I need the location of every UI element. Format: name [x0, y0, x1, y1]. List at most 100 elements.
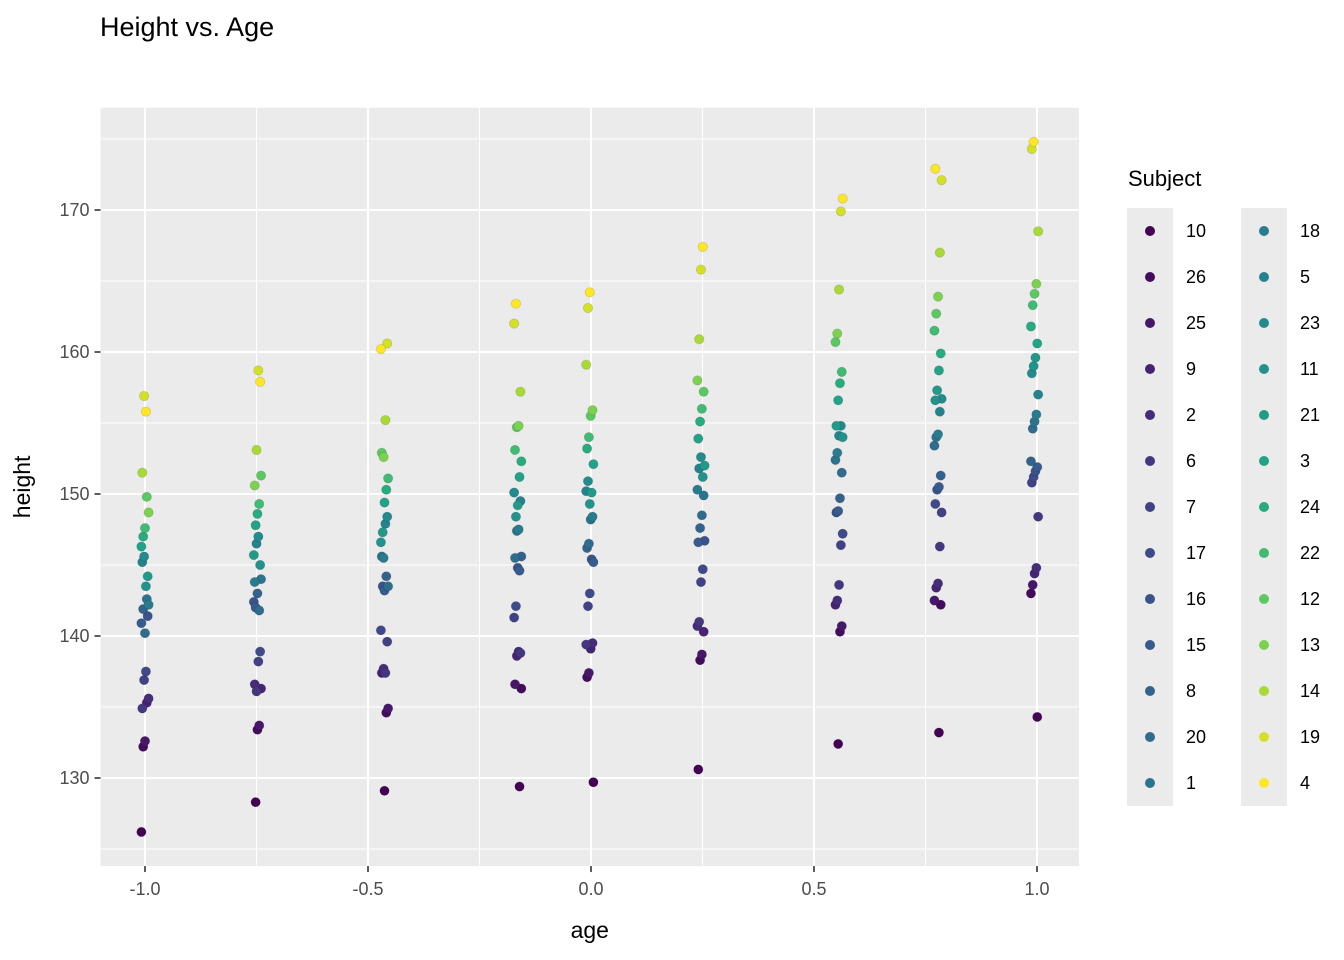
legend-item-26: 26 [1127, 254, 1232, 300]
legend-label: 17 [1186, 542, 1207, 563]
data-point-subject-13 [587, 405, 598, 416]
data-point-subject-12 [141, 491, 152, 502]
data-point-subject-7 [695, 576, 707, 588]
legend-key [1127, 346, 1173, 392]
data-point-subject-2 [932, 578, 944, 589]
data-point-subject-8 [935, 470, 946, 481]
data-point-subject-21 [931, 385, 943, 396]
data-point-subject-18 [378, 552, 389, 564]
data-point-subject-17 [837, 528, 848, 539]
data-point-subject-5 [934, 406, 945, 417]
data-point-subject-22 [254, 498, 265, 510]
legend-dot-icon [1259, 594, 1269, 604]
y-tick-label: 160 [59, 342, 89, 362]
legend-label: 18 [1300, 220, 1321, 241]
data-point-subject-15 [588, 557, 599, 568]
data-point-subject-19 [508, 318, 520, 329]
data-point-subject-11 [697, 471, 708, 483]
data-point-subject-13 [932, 291, 944, 302]
data-point-subject-14 [934, 247, 945, 258]
data-point-subject-22 [382, 473, 394, 484]
legend-dot-icon [1259, 548, 1269, 558]
legend-dot-icon [1259, 226, 1269, 236]
data-point-subject-17 [254, 646, 266, 657]
legend-key [1127, 714, 1173, 760]
legend-item-7: 7 [1127, 484, 1232, 530]
data-point-subject-18 [513, 524, 524, 535]
legend-dot-icon [1145, 502, 1155, 512]
data-point-subject-11 [140, 581, 152, 592]
data-point-subject-22 [696, 403, 708, 414]
data-point-subject-20 [382, 581, 394, 592]
legend-key [1241, 438, 1287, 484]
data-point-subject-10 [514, 781, 525, 792]
data-point-subject-23 [695, 451, 707, 463]
data-point-subject-11 [510, 511, 522, 522]
data-point-subject-24 [516, 456, 527, 467]
data-point-subject-7 [138, 674, 150, 686]
data-point-subject-14 [380, 415, 391, 426]
data-point-subject-15 [136, 618, 147, 629]
legend-column: 18 5 23 11 21 3 24 22 12 13 14 19 4 [1241, 208, 1344, 806]
legend-label: 8 [1186, 680, 1197, 701]
legend-label: 23 [1300, 312, 1321, 333]
data-point-subject-17 [375, 625, 387, 636]
data-point-subject-4 [375, 344, 387, 355]
x-tick-label: 0.5 [801, 879, 826, 899]
legend-dot-icon [1145, 364, 1155, 374]
legend-dot-icon [1145, 640, 1155, 650]
data-point-subject-6 [1032, 511, 1044, 522]
legend-label: 6 [1186, 450, 1197, 471]
legend-item-6: 6 [1127, 438, 1232, 484]
data-point-subject-23 [508, 487, 520, 498]
data-point-subject-8 [1025, 456, 1037, 467]
data-point-subject-23 [382, 511, 393, 522]
data-point-subject-10 [379, 785, 390, 796]
legend-key [1241, 208, 1287, 254]
data-point-subject-4 [1028, 136, 1039, 147]
legend-dot-icon [1259, 272, 1269, 282]
legend-item-19: 19 [1241, 714, 1344, 760]
legend-key [1241, 714, 1287, 760]
data-point-subject-20 [139, 628, 151, 639]
legend-key [1127, 760, 1173, 806]
legend-dot-icon [1259, 502, 1269, 512]
legend-item-1: 1 [1127, 760, 1232, 806]
data-point-subject-22 [1027, 299, 1038, 311]
legend-item-10: 10 [1127, 208, 1232, 254]
data-point-subject-10 [588, 777, 599, 788]
legend-dot-icon [1145, 732, 1155, 742]
data-point-subject-25 [254, 720, 265, 731]
data-point-subject-24 [834, 378, 846, 389]
data-point-subject-3 [514, 471, 525, 483]
x-axis-title: age [571, 917, 609, 943]
legend-key [1241, 668, 1287, 714]
legend-item-3: 3 [1241, 438, 1344, 484]
legend-label: 9 [1186, 358, 1197, 379]
legend-dot-icon [1259, 732, 1269, 742]
data-point-subject-8 [252, 588, 263, 599]
data-point-subject-7 [508, 612, 520, 623]
data-point-subject-10 [250, 796, 261, 808]
data-point-subject-4 [930, 163, 941, 174]
x-tick-label: 1.0 [1024, 879, 1049, 899]
data-point-subject-21 [699, 460, 710, 471]
legend-label: 4 [1300, 772, 1311, 793]
data-point-subject-12 [931, 308, 942, 319]
legend-key [1241, 346, 1287, 392]
legend-item-5: 5 [1241, 254, 1344, 300]
data-point-subject-19 [382, 338, 393, 349]
data-point-subject-15 [933, 481, 945, 493]
legend-key [1241, 484, 1287, 530]
data-point-subject-26 [1025, 588, 1037, 599]
data-point-subject-11 [1028, 361, 1039, 372]
data-point-subject-20 [583, 538, 595, 549]
legend-key [1127, 300, 1173, 346]
data-point-subject-2 [143, 693, 154, 704]
data-point-subject-24 [252, 508, 263, 520]
data-point-subject-2 [832, 595, 843, 606]
legend-label: 25 [1186, 312, 1207, 333]
data-point-subject-17 [510, 601, 522, 612]
data-point-subject-13 [378, 451, 389, 463]
data-point-subject-22 [583, 432, 595, 443]
